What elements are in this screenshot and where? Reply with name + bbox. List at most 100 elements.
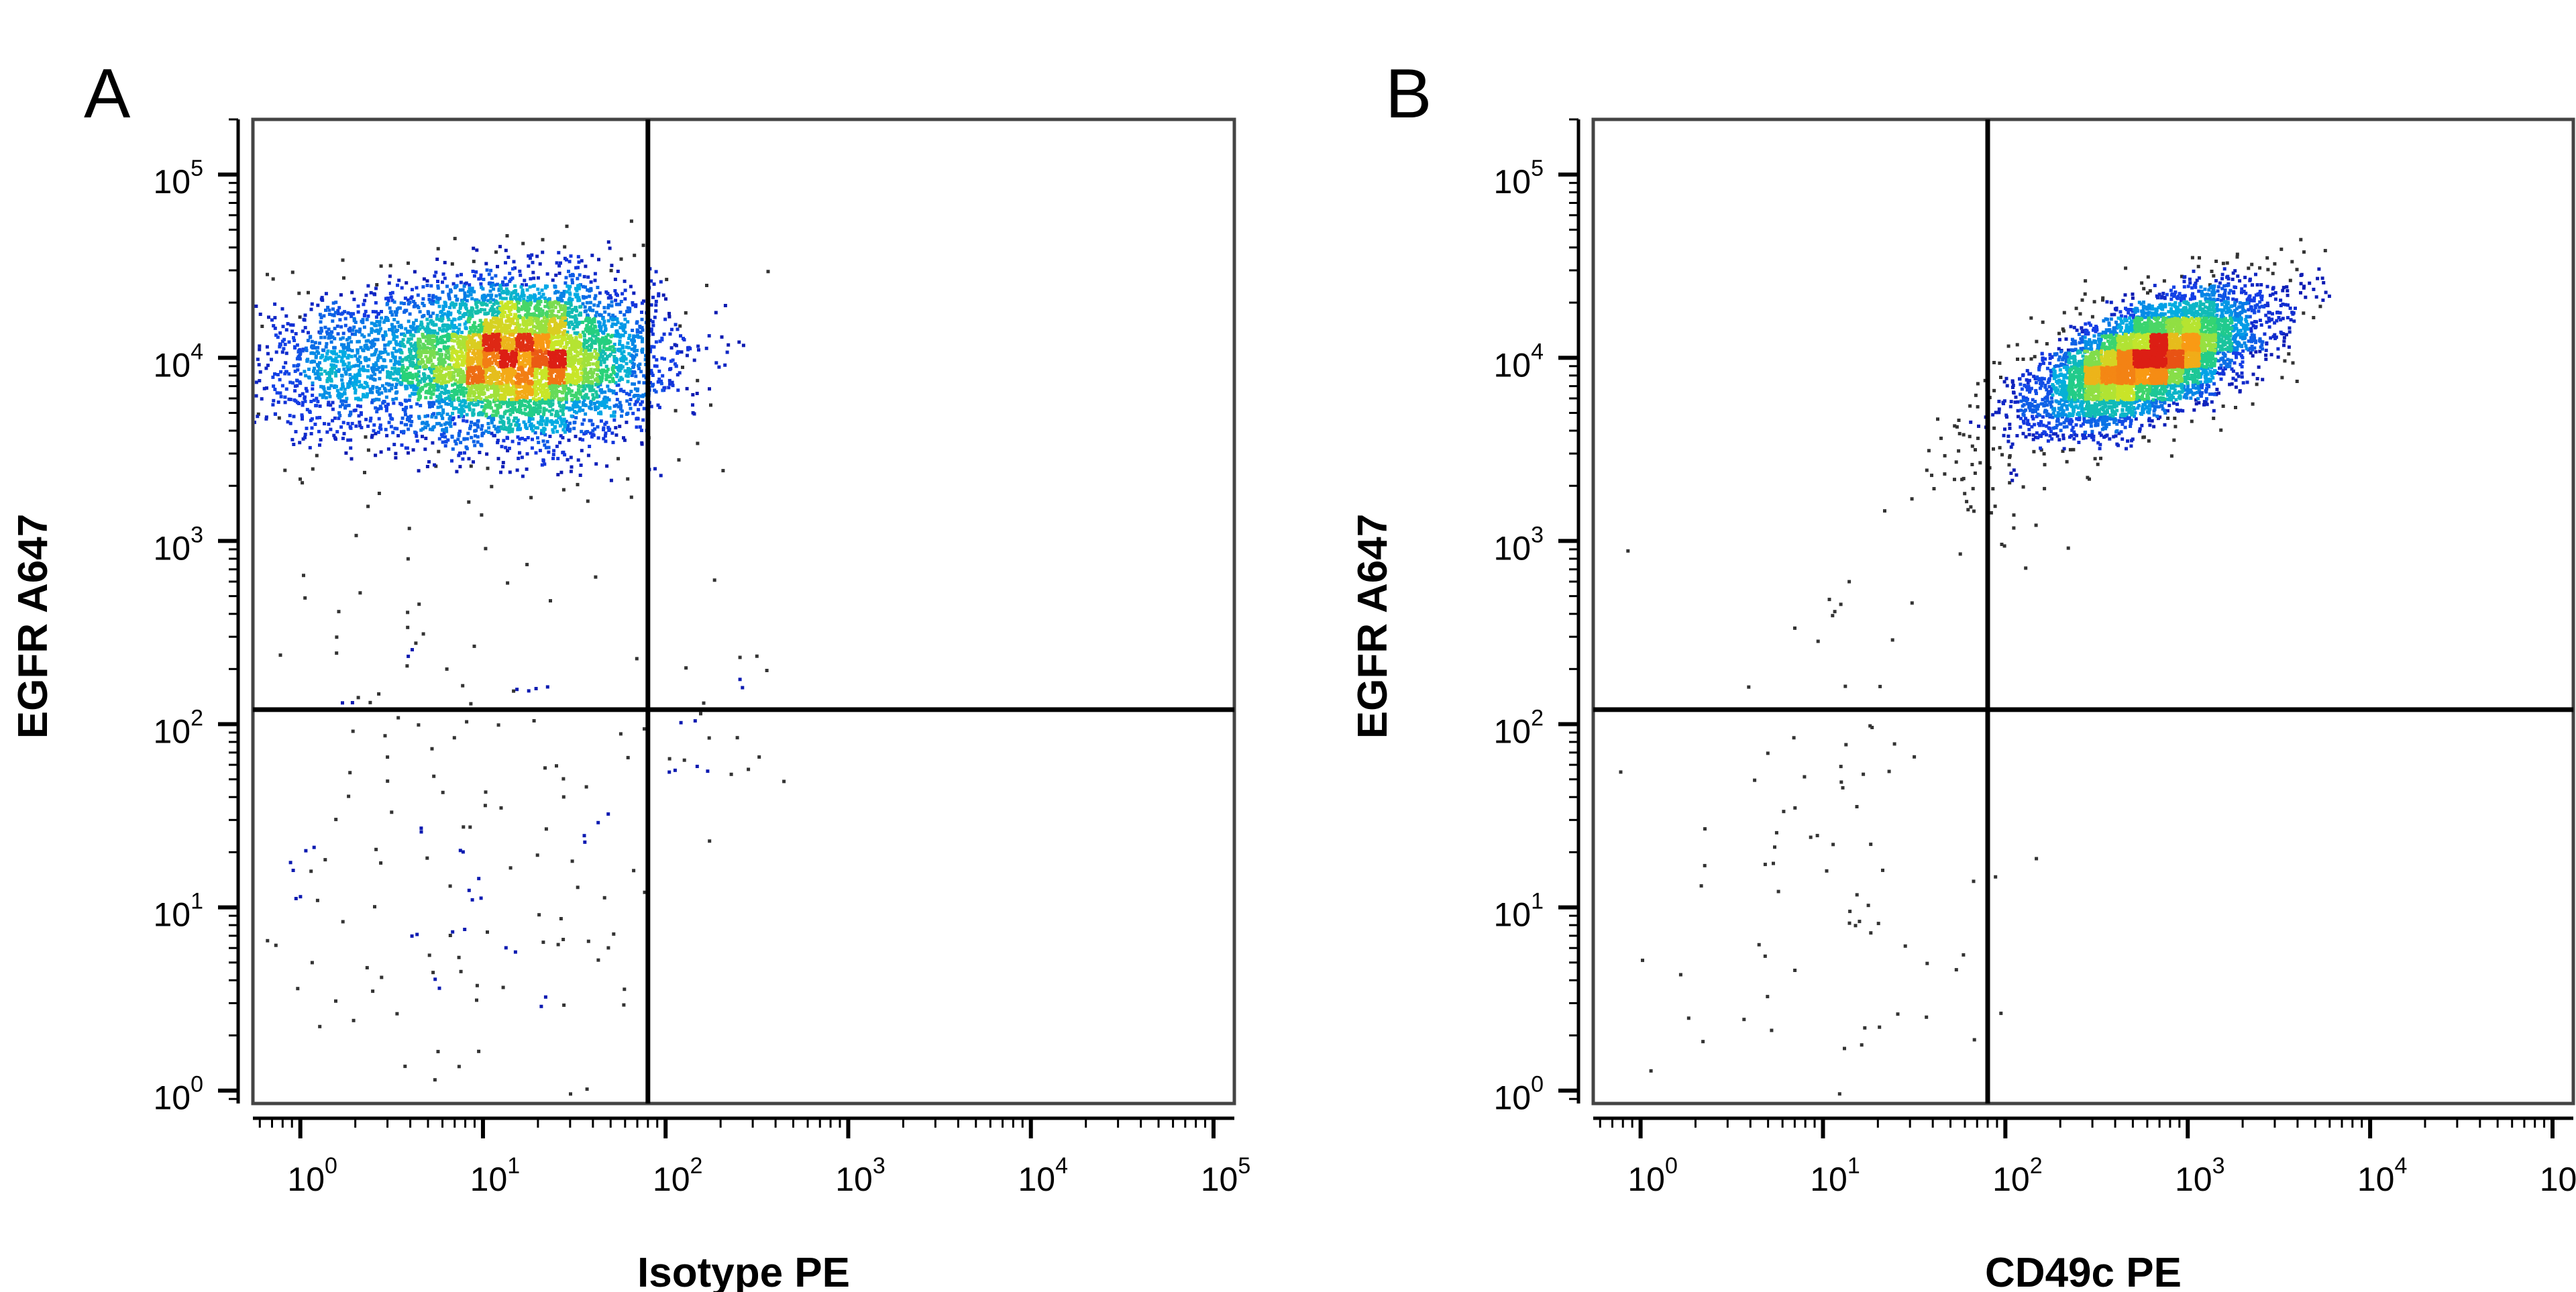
- event-dot: [383, 734, 387, 738]
- event-dot: [448, 415, 452, 419]
- event-dot: [598, 291, 602, 295]
- event-dot: [630, 338, 633, 342]
- event-dot: [331, 319, 335, 323]
- event-dot: [584, 785, 588, 789]
- event-dot: [498, 292, 502, 297]
- event-dot: [551, 309, 555, 313]
- event-dot: [561, 436, 565, 439]
- event-dot: [452, 374, 456, 378]
- event-dot: [504, 390, 508, 394]
- event-dot: [254, 394, 258, 398]
- event-dot: [460, 343, 464, 347]
- event-dot: [271, 277, 275, 281]
- event-dot: [567, 298, 571, 302]
- event-dot: [577, 376, 581, 380]
- event-dot: [435, 376, 439, 380]
- event-dot: [370, 330, 374, 334]
- event-dot: [319, 335, 323, 339]
- event-dot: [473, 386, 477, 390]
- event-dot: [394, 349, 398, 354]
- event-dot: [447, 380, 450, 384]
- event-dot: [335, 324, 339, 328]
- event-dot: [334, 999, 337, 1003]
- event-dot: [602, 896, 606, 900]
- event-dot: [327, 308, 331, 312]
- event-dot: [463, 294, 467, 298]
- event-dot: [357, 359, 360, 363]
- event-dot: [501, 465, 505, 469]
- event-dot: [384, 405, 388, 408]
- event-dot: [620, 409, 624, 413]
- event-dot: [562, 292, 566, 296]
- event-dot: [480, 340, 483, 344]
- event-dot: [641, 244, 645, 248]
- event-dot: [580, 429, 584, 433]
- event-dot: [301, 400, 305, 405]
- event-dot: [379, 861, 383, 865]
- event-dot: [455, 350, 460, 354]
- event-dot: [458, 849, 462, 853]
- event-dot: [432, 386, 436, 390]
- event-dot: [492, 433, 496, 437]
- event-dot: [487, 282, 491, 286]
- event-dot: [382, 400, 386, 404]
- event-dot: [327, 422, 331, 426]
- event-dot: [303, 396, 307, 400]
- event-dot: [526, 436, 530, 439]
- event-dot: [523, 314, 527, 318]
- event-dot: [401, 366, 405, 370]
- event-dot: [386, 755, 390, 759]
- event-dot: [417, 723, 421, 727]
- event-dot: [364, 417, 368, 421]
- event-dot: [575, 345, 579, 349]
- event-dot: [488, 405, 492, 409]
- event-dot: [568, 284, 572, 288]
- event-dot: [494, 403, 498, 407]
- event-dot: [609, 296, 613, 300]
- event-dot: [472, 274, 476, 278]
- event-dot: [526, 309, 530, 313]
- event-dot: [464, 303, 468, 307]
- event-dot: [615, 374, 619, 378]
- event-dot: [551, 317, 555, 321]
- event-dot: [594, 352, 598, 356]
- event-dot: [371, 398, 375, 402]
- event-dot: [335, 430, 339, 434]
- event-dot: [619, 257, 623, 261]
- event-dot: [514, 326, 518, 330]
- event-dot: [356, 696, 360, 700]
- event-dot: [375, 328, 379, 332]
- event-dot: [588, 371, 592, 375]
- event-dot: [469, 292, 473, 297]
- event-dot: [439, 413, 443, 417]
- event-dot: [348, 312, 352, 316]
- event-dot: [468, 391, 472, 394]
- event-dot: [439, 354, 443, 358]
- event-dot: [443, 380, 447, 384]
- event-dot: [548, 315, 552, 319]
- event-dot: [378, 387, 382, 390]
- event-dot: [588, 294, 592, 299]
- event-dot: [570, 398, 574, 402]
- event-dot: [629, 390, 633, 393]
- event-dot: [667, 378, 672, 382]
- event-dot: [622, 436, 625, 440]
- event-dot: [484, 325, 488, 328]
- event-dot: [525, 467, 529, 471]
- event-dot: [403, 409, 407, 413]
- event-dot: [350, 340, 354, 344]
- event-dot: [600, 388, 603, 392]
- event-dot: [374, 310, 378, 314]
- event-dot: [581, 284, 585, 288]
- event-dot: [468, 283, 472, 287]
- event-dot: [651, 323, 655, 327]
- event-dot: [424, 396, 428, 400]
- event-dot: [628, 333, 632, 337]
- event-dot: [536, 426, 540, 430]
- event-dot: [445, 413, 449, 416]
- event-dot: [513, 266, 517, 270]
- event-dot: [664, 297, 667, 301]
- event-dot: [358, 405, 362, 409]
- event-dot: [434, 415, 438, 419]
- event-dot: [561, 317, 565, 321]
